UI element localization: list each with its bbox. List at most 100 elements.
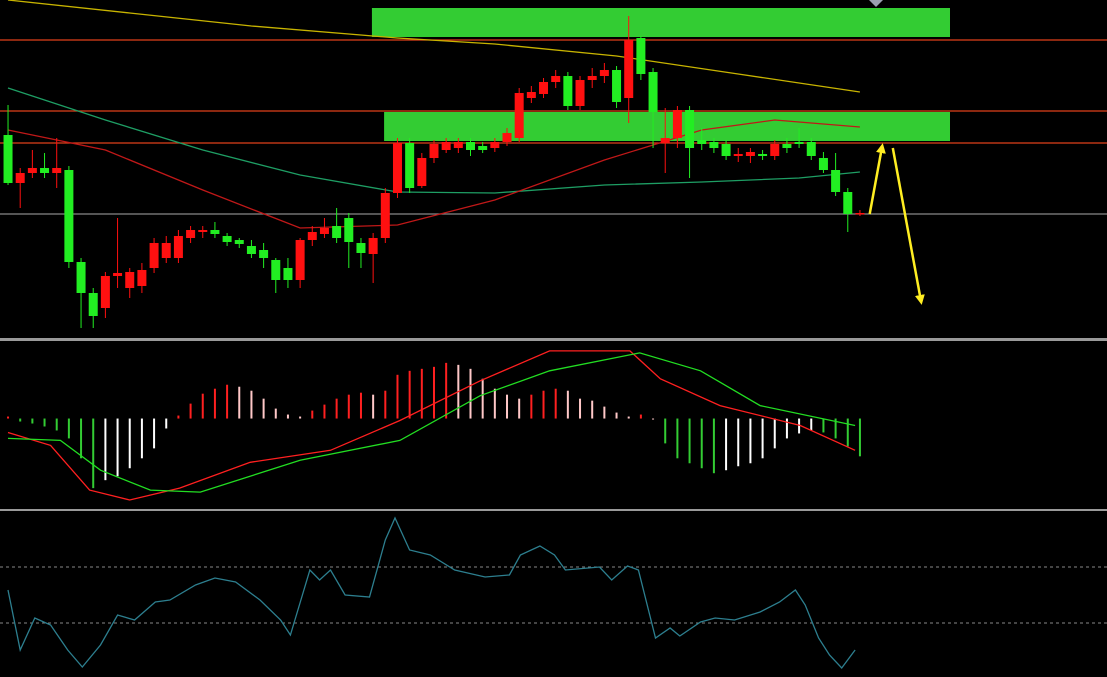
histogram-bar xyxy=(80,418,83,459)
candle-body xyxy=(186,230,196,238)
marker xyxy=(869,0,883,7)
candle-body xyxy=(490,142,500,148)
candle-body xyxy=(149,243,159,268)
histogram-bar xyxy=(43,418,46,427)
histogram-bar xyxy=(262,398,265,419)
histogram-bar xyxy=(639,414,642,419)
histogram-bar xyxy=(165,418,168,429)
histogram-bar xyxy=(725,418,728,471)
candle-body xyxy=(52,168,62,173)
candle-body xyxy=(64,170,74,262)
candle-body xyxy=(259,250,269,258)
histogram-bar xyxy=(238,386,241,419)
histogram-bar xyxy=(688,418,691,464)
candle-body xyxy=(271,260,281,280)
candle-body xyxy=(344,218,354,242)
histogram-bar xyxy=(177,415,180,419)
candle-body xyxy=(198,230,208,232)
candle-body xyxy=(405,143,415,188)
candle-body xyxy=(782,144,792,148)
candle-body xyxy=(648,72,658,112)
candle-body xyxy=(222,236,232,242)
candle-body xyxy=(465,142,475,150)
histogram-bar xyxy=(250,390,253,419)
candle-body xyxy=(612,70,622,102)
histogram-bar xyxy=(372,394,375,419)
candle-body xyxy=(721,144,731,156)
candle-body xyxy=(526,92,536,98)
candle-body xyxy=(234,240,244,244)
candle-body xyxy=(770,144,780,156)
indicator-line xyxy=(7,516,856,670)
moving-average xyxy=(7,119,860,229)
histogram-bar xyxy=(591,400,594,419)
candle-body xyxy=(758,154,768,156)
indicator-line xyxy=(7,350,856,501)
histogram-bar xyxy=(408,370,411,419)
histogram-bar xyxy=(116,418,119,477)
candle-body xyxy=(380,193,390,238)
candle-body xyxy=(660,138,670,143)
histogram-bar xyxy=(603,406,606,419)
histogram-bar xyxy=(712,418,715,474)
histogram-bar xyxy=(846,418,849,447)
candle-body xyxy=(599,70,609,76)
candle-body xyxy=(855,213,865,215)
candle-body xyxy=(587,76,597,80)
histogram-bar xyxy=(506,394,509,419)
candle-body xyxy=(246,246,256,254)
histogram-bar xyxy=(201,393,204,419)
histogram-bar xyxy=(7,416,10,419)
candle-body xyxy=(709,142,719,148)
histogram-bar xyxy=(432,366,435,419)
candle-body xyxy=(100,276,110,308)
histogram-bar xyxy=(737,418,740,467)
histogram-bar xyxy=(481,378,484,419)
candle-body xyxy=(429,144,439,158)
histogram-bar xyxy=(798,418,801,434)
candle-body xyxy=(818,158,828,170)
histogram-bar xyxy=(749,418,752,464)
indicator-line xyxy=(7,352,856,493)
histogram-bar xyxy=(226,384,229,419)
histogram-bar xyxy=(189,403,192,419)
candle-body xyxy=(745,152,755,156)
candle-body xyxy=(806,142,816,156)
candle-body xyxy=(295,240,305,280)
histogram-bar xyxy=(469,368,472,419)
candle-body xyxy=(40,168,50,173)
histogram-bar xyxy=(542,390,545,419)
candle-body xyxy=(392,143,402,193)
histogram-bar xyxy=(55,418,58,431)
histogram-bar xyxy=(676,418,679,459)
histogram-bar xyxy=(664,418,667,444)
histogram-bar xyxy=(858,418,861,457)
histogram-bar xyxy=(274,408,277,419)
candle-body xyxy=(441,142,451,150)
histogram-bar xyxy=(128,418,131,469)
histogram-bar xyxy=(92,418,95,489)
candle-body xyxy=(27,168,37,173)
candle-body xyxy=(551,76,561,82)
candle-body xyxy=(283,268,293,280)
candle-body xyxy=(417,158,427,186)
histogram-bar xyxy=(396,374,399,419)
histogram-bar xyxy=(518,398,521,419)
histogram-bar xyxy=(213,388,216,419)
candle-body xyxy=(368,238,378,254)
candle-body xyxy=(636,38,646,74)
histogram-bar xyxy=(445,362,448,419)
histogram-bar xyxy=(335,398,338,419)
histogram-bar xyxy=(785,418,788,439)
histogram-bar xyxy=(627,416,630,419)
moving-average xyxy=(7,87,860,194)
histogram-bar xyxy=(67,418,70,439)
candle-body xyxy=(137,270,147,286)
candle-body xyxy=(733,154,743,156)
candle-body xyxy=(831,170,841,192)
candle-body xyxy=(575,80,585,106)
histogram-bar xyxy=(359,392,362,419)
histogram-bar xyxy=(19,418,22,422)
arrow xyxy=(868,143,886,215)
